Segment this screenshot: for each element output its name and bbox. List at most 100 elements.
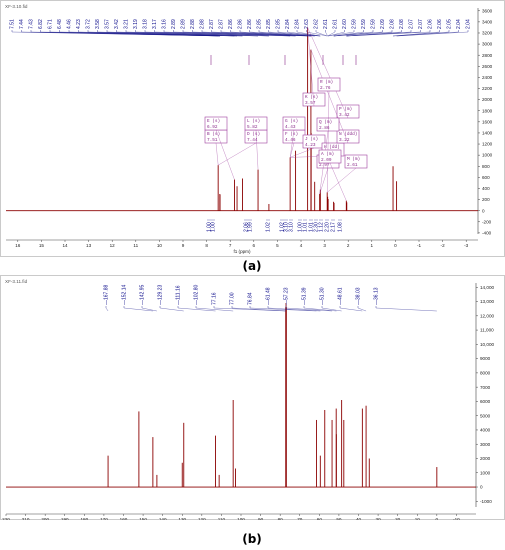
- peak-label: 3.17: [152, 19, 158, 29]
- y-tick-label: 1800: [482, 108, 493, 113]
- x-tick-label: 200: [41, 517, 49, 520]
- peak-label: 6.48: [57, 19, 63, 29]
- multiplet-connector: [329, 162, 347, 201]
- panel-label-b: (b): [242, 532, 262, 546]
- peak-label-connector: [325, 31, 328, 37]
- peak-label: 2.85: [257, 19, 263, 29]
- multiplet-label: N (ddd): [339, 132, 357, 137]
- peak-label-connector: [141, 307, 157, 312]
- peak-label: 2.85: [276, 19, 282, 29]
- multiplet-connector: [215, 129, 235, 180]
- peak-label: 2.63: [304, 19, 310, 29]
- y-tick-label: 8000: [480, 370, 491, 375]
- peak-label: —48.61: [338, 287, 344, 305]
- peak-label-connector: [303, 307, 337, 312]
- x-tick-label: 3: [323, 243, 326, 248]
- y-tick-label: 0: [482, 208, 485, 213]
- multiplet-value: 3.42: [339, 113, 350, 118]
- peak-label-connector: [159, 307, 184, 312]
- peak-label-connector: [201, 31, 308, 37]
- x-tick-label: -10: [453, 517, 460, 520]
- x-tick-label: 9: [182, 243, 185, 248]
- peak-label: 3.72: [86, 19, 92, 29]
- multiplet-value: 2.97: [319, 163, 330, 168]
- multiplet-label: D (s): [247, 132, 260, 137]
- multiplet-connector: [327, 90, 330, 193]
- peak-label: 76.84: [248, 292, 254, 305]
- peak-label-connector: [123, 307, 153, 312]
- y-tick-label: 1600: [482, 119, 493, 124]
- x-tick-label: 20: [395, 517, 401, 520]
- peak-label-connector: [346, 31, 431, 37]
- peak-label-connector: [144, 31, 269, 37]
- integral-label: 1.01: [303, 222, 309, 232]
- x-tick-label: 15: [39, 243, 45, 248]
- y-tick-label: 14,000: [480, 285, 494, 290]
- x-tick-label: 70: [297, 517, 303, 520]
- peak-label-connector: [375, 307, 437, 312]
- x-tick-label: 100: [237, 517, 245, 520]
- peak-label: —129.23: [158, 284, 164, 305]
- multiplet-value: 3.57: [305, 101, 316, 106]
- peak-label: 2.88: [190, 19, 196, 29]
- y-tick-label: 400: [482, 186, 490, 191]
- multiplet-connector: [215, 142, 219, 166]
- x-tick-label: 5: [276, 243, 279, 248]
- x-axis-label: f1 (ppm): [233, 249, 251, 254]
- peak-label: 2.85: [266, 19, 272, 29]
- peak-label-connector: [106, 31, 243, 37]
- multiplet-value: 2.76: [320, 86, 331, 91]
- y-tick-label: 2000: [480, 456, 491, 461]
- peak-label-connector: [213, 307, 286, 312]
- peak-label-connector: [277, 31, 320, 37]
- peak-label-connector: [328, 31, 345, 37]
- peak-label: —152.14: [122, 284, 128, 305]
- peak-label: 7.51: [10, 19, 16, 29]
- multiplet-value: 2.86: [319, 126, 330, 131]
- peak-label: 2.09: [380, 19, 386, 29]
- peak-label-connector: [249, 307, 317, 312]
- multiplet-connector: [218, 142, 257, 166]
- peak-label: 2.05: [447, 19, 453, 29]
- peak-label-connector: [267, 307, 321, 312]
- multiplet-connector: [289, 142, 295, 158]
- integral-label: 1.00: [207, 222, 213, 232]
- peak-label-connector: [182, 31, 296, 37]
- multiplet-connector: [327, 167, 357, 193]
- multiplet-connector: [319, 167, 329, 195]
- peak-label: 2.61: [323, 19, 329, 29]
- peak-label: 7.44: [19, 19, 25, 29]
- multiplet-connector: [289, 129, 295, 158]
- peak-label: —36.13: [374, 287, 380, 305]
- multiplet-connector: [310, 49, 349, 144]
- multiplet-value: 4.23: [305, 143, 316, 148]
- peak-label-connector: [258, 31, 315, 37]
- multiplet-label: Q (m): [319, 120, 332, 125]
- integral-label: 1.01: [309, 222, 315, 232]
- x-tick-label: 11: [133, 243, 138, 248]
- peak-label: 2.87: [209, 19, 215, 29]
- multiplet-label: R (m): [320, 80, 333, 85]
- integral-label: 3.10: [284, 222, 290, 232]
- peak-label: —111.16: [176, 285, 182, 305]
- peak-label: 3.18: [143, 19, 149, 29]
- peak-label: 6.71: [48, 19, 54, 29]
- peak-label: 2.60: [342, 19, 348, 29]
- multiplet-connector: [307, 27, 315, 107]
- x-tick-label: -1: [417, 243, 422, 248]
- x-tick-label: 4: [300, 243, 303, 248]
- x-tick-label: 2: [347, 243, 350, 248]
- multiplet-connector: [255, 129, 259, 170]
- file-label: XF-3.10.fid: [5, 4, 28, 9]
- x-tick-label: 6: [253, 243, 256, 248]
- y-tick-label: 200: [482, 197, 490, 202]
- peak-label: 2.04: [456, 19, 462, 29]
- integral-label: 1.00: [211, 222, 217, 232]
- peak-label-connector: [125, 31, 259, 37]
- y-tick-label: 13,000: [480, 299, 494, 304]
- x-tick-label: 1: [371, 243, 374, 248]
- peak-label: 3.58: [95, 19, 101, 29]
- peak-label-connector: [87, 31, 238, 37]
- y-tick-label: 800: [482, 164, 490, 169]
